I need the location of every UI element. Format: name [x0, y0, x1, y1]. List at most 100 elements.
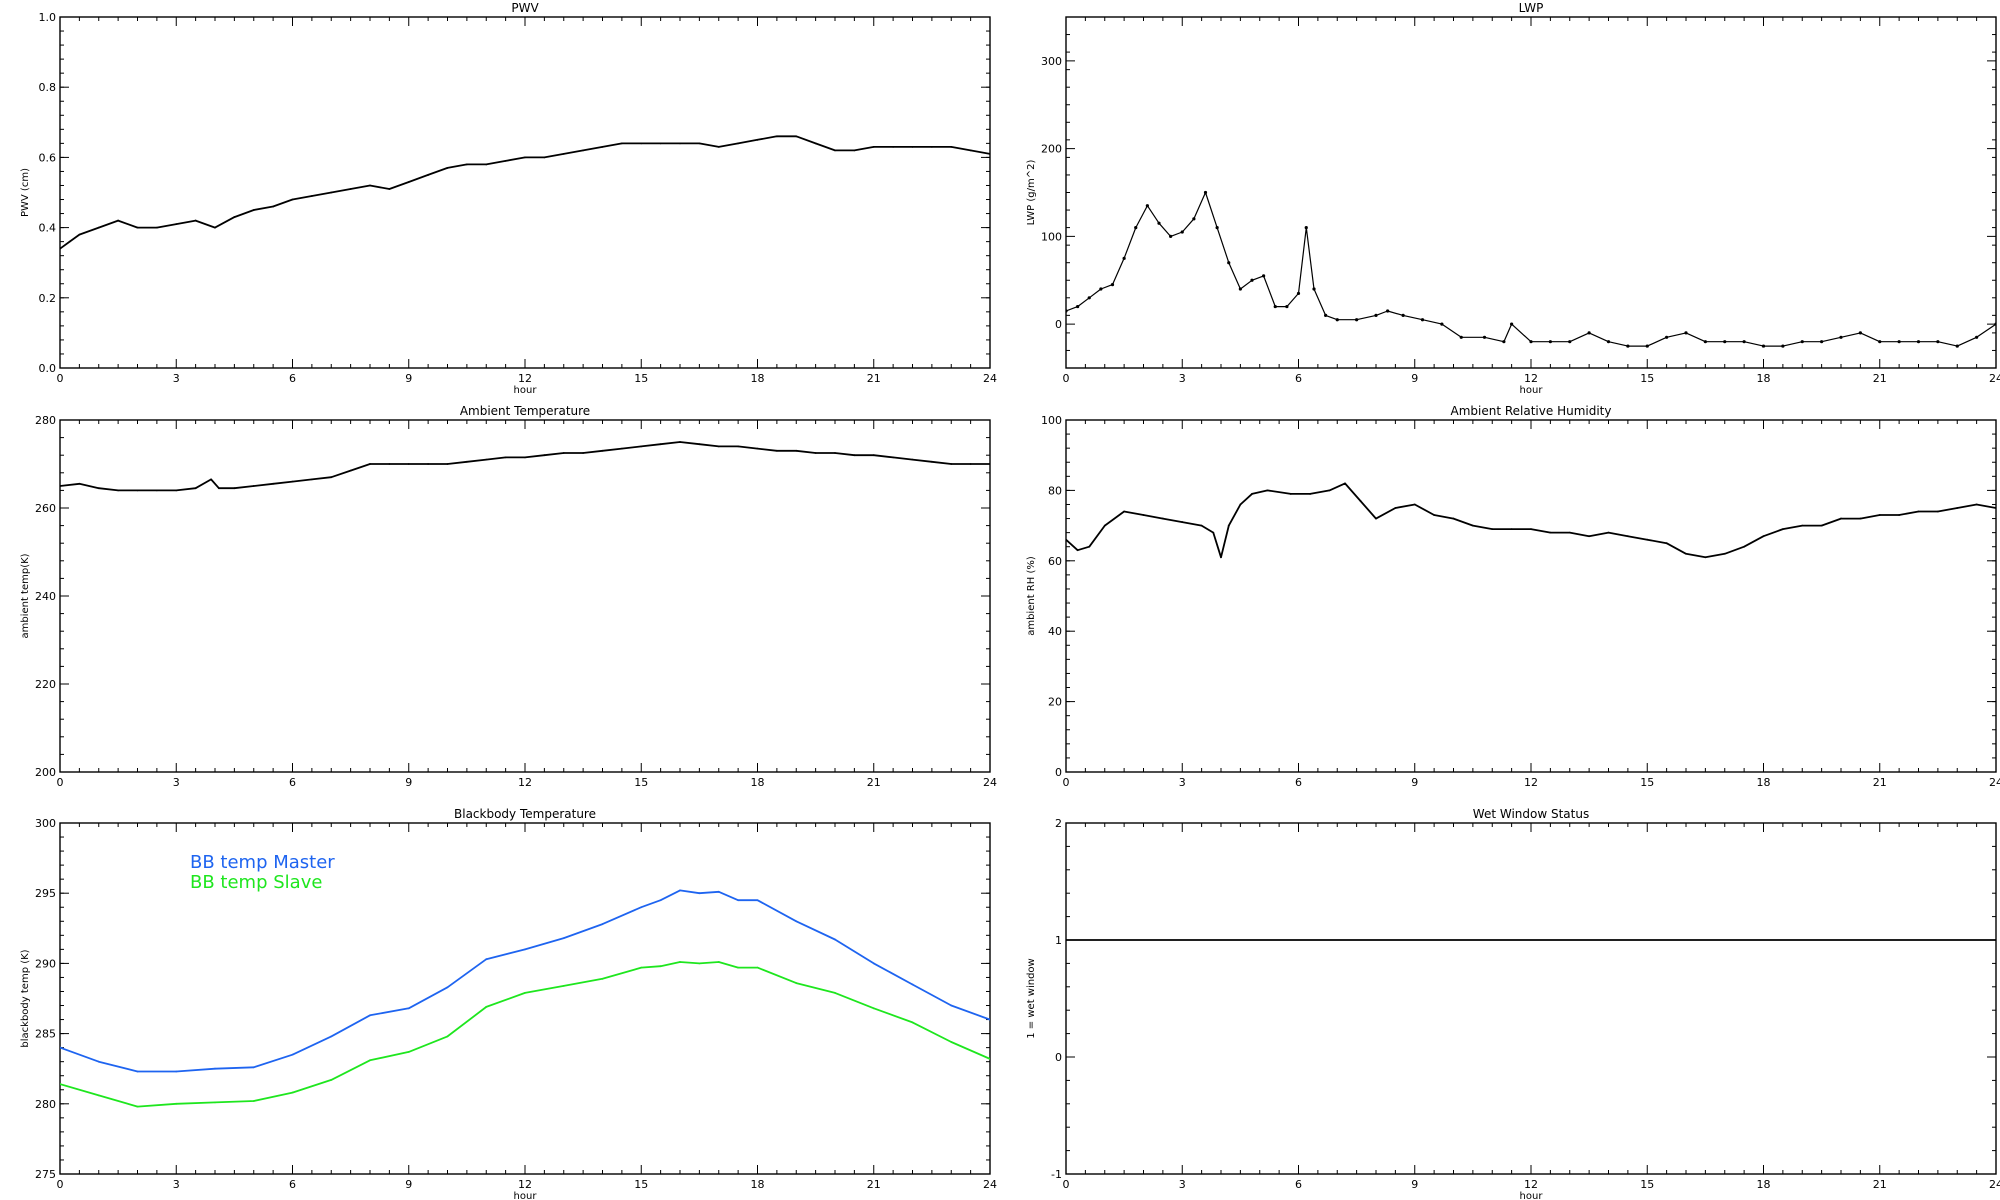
data-point: [1936, 510, 1939, 513]
x-tick-label: 3: [1179, 1178, 1186, 1191]
data-point: [68, 240, 71, 243]
x-tick-label: 15: [1640, 372, 1654, 385]
data-point: [60, 1083, 61, 1086]
y-tick-label: 1.0: [39, 11, 57, 24]
x-tick-label: 6: [289, 372, 296, 385]
data-point: [210, 478, 213, 481]
data-point: [1103, 524, 1106, 527]
data-point: [117, 219, 120, 222]
data-point: [1452, 517, 1455, 520]
x-tick-label: 9: [405, 372, 412, 385]
x-tick-label: 21: [1873, 1178, 1887, 1191]
x-tick-label: 6: [1295, 776, 1302, 789]
data-point: [330, 191, 333, 194]
y-tick-label: 290: [35, 957, 56, 970]
data-point: [1239, 503, 1242, 506]
y-tick-label: 285: [35, 1028, 56, 1041]
data-point: [679, 441, 681, 443]
data-point: [640, 142, 643, 145]
data-point: [1238, 287, 1242, 291]
data-point: [659, 899, 662, 902]
data-point: [1181, 521, 1184, 523]
data-point: [291, 1053, 294, 1056]
y-tick-label: 280: [35, 414, 56, 427]
data-point: [1587, 331, 1591, 335]
data-point: [117, 489, 120, 492]
data-point: [524, 156, 526, 159]
data-point: [853, 149, 856, 152]
data-point: [1374, 313, 1378, 317]
data-point: [640, 445, 643, 448]
data-point: [407, 463, 410, 465]
data-point: [1800, 340, 1804, 344]
data-point: [775, 449, 778, 452]
data-point: [1529, 340, 1533, 344]
x-tick-label: 18: [751, 776, 765, 789]
x-tick-label: 9: [1411, 372, 1418, 385]
data-point: [1878, 514, 1881, 516]
data-point: [1646, 538, 1649, 541]
data-point: [1157, 221, 1161, 225]
data-point: [1088, 545, 1091, 548]
data-point: [524, 991, 526, 994]
x-tick-label: 18: [1757, 372, 1771, 385]
data-point: [1134, 226, 1138, 230]
data-point: [1491, 528, 1494, 531]
data-point: [310, 195, 313, 197]
data-point: [136, 1070, 139, 1073]
data-point: [1192, 217, 1196, 221]
data-point: [834, 938, 836, 941]
data-point: [485, 458, 488, 461]
y-tick-label: 0.4: [39, 222, 57, 235]
data-point: [291, 480, 294, 483]
series-line: [60, 135, 990, 250]
data-point: [717, 445, 720, 448]
x-tick-label: 0: [1063, 1178, 1070, 1191]
data-point: [97, 487, 100, 490]
y-tick-label: 60: [1048, 555, 1062, 568]
data-point: [504, 160, 507, 162]
data-point: [136, 1105, 139, 1108]
data-point: [369, 463, 371, 465]
x-tick-label: 21: [867, 1178, 881, 1191]
data-point: [756, 899, 759, 902]
data-point: [60, 247, 61, 250]
data-point: [601, 449, 604, 452]
data-point: [737, 142, 740, 145]
data-point: [1066, 309, 1068, 313]
chart-ambient-relative-humidity: Ambient Relative Humidity 0 3 6 9 12 15 18 21 24 0…: [1026, 404, 2000, 789]
data-point: [1482, 335, 1487, 339]
data-point: [853, 454, 856, 457]
data-point: [737, 445, 740, 448]
x-tick-label: 3: [173, 776, 180, 789]
x-tick-label: 12: [1524, 372, 1538, 385]
data-point: [582, 452, 585, 454]
data-point: [1995, 507, 1996, 509]
data-point: [717, 961, 720, 963]
y-tick-label: 1: [1055, 934, 1062, 947]
data-point: [1703, 340, 1707, 344]
y-axis-label: LWP (g/m^2): [1026, 160, 1037, 226]
data-point: [136, 226, 139, 229]
data-point: [659, 965, 662, 968]
data-point: [1878, 340, 1882, 344]
data-point: [1285, 304, 1289, 309]
data-point: [60, 485, 61, 487]
data-point: [1568, 531, 1571, 534]
data-point: [756, 138, 759, 141]
series-line: [1066, 191, 1996, 347]
data-point: [369, 1059, 371, 1062]
data-point: [1839, 335, 1843, 339]
data-point: [217, 487, 220, 490]
y-tick-label: 100: [1041, 414, 1062, 427]
data-point: [1840, 517, 1842, 520]
x-tick-label: 24: [983, 1178, 997, 1191]
series-line-bb-temp-master: [60, 889, 990, 1073]
data-point: [97, 1094, 100, 1097]
chart-ambient-temperature: Ambient Temperature 0 3 6 9 12 15 18 21 24 200 220 2…: [20, 404, 997, 789]
y-axis-label: 1 = wet window: [1026, 958, 1037, 1038]
y-tick-label: 2: [1055, 817, 1062, 830]
series-line: [60, 441, 990, 492]
x-tick-label: 24: [1989, 776, 2000, 789]
data-point: [1956, 507, 1959, 509]
